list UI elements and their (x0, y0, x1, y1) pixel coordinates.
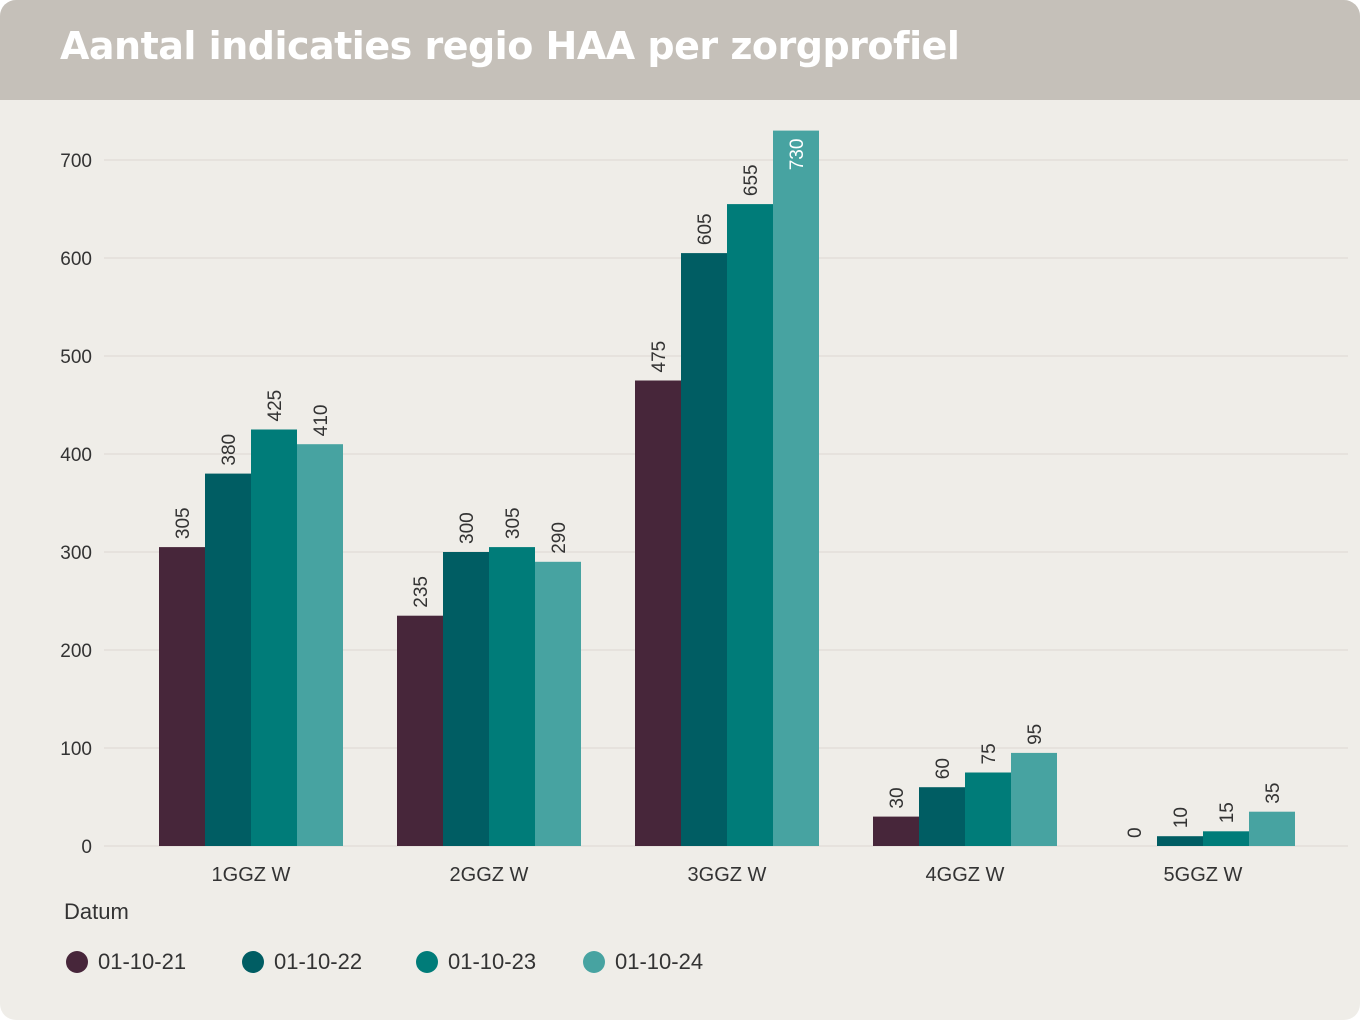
chart-header: Aantal indicaties regio HAA per zorgprof… (0, 0, 1360, 100)
legend-item: 01-10-24 (583, 948, 703, 976)
data-label: 730 (787, 139, 808, 171)
y-tick-label: 200 (60, 641, 92, 662)
data-label: 605 (695, 213, 716, 245)
bar (159, 547, 205, 846)
data-label: 425 (265, 390, 286, 422)
bar (1249, 811, 1295, 846)
legend-marker (416, 951, 438, 973)
data-label: 475 (649, 341, 670, 373)
data-label: 95 (1025, 724, 1046, 745)
data-label: 235 (411, 576, 432, 608)
data-label: 75 (979, 743, 1000, 764)
data-label: 290 (549, 522, 570, 554)
legend-marker (66, 951, 88, 973)
bar (489, 547, 535, 846)
legend-label: 01-10-21 (98, 949, 187, 974)
data-label: 35 (1263, 783, 1284, 804)
x-tick-label: 1GGZ W (212, 864, 291, 886)
y-tick-label: 700 (60, 151, 92, 172)
bar (443, 552, 489, 846)
legend-label: 01-10-22 (274, 949, 363, 974)
x-tick-label: 5GGZ W (1164, 864, 1243, 886)
data-label: 410 (311, 404, 332, 436)
legend-marker (583, 951, 605, 973)
y-tick-label: 300 (60, 543, 92, 564)
y-tick-label: 0 (81, 837, 92, 858)
data-label: 305 (503, 507, 524, 539)
bar (727, 204, 773, 847)
data-label: 60 (933, 758, 954, 779)
y-tick-label: 600 (60, 249, 92, 270)
bar (535, 561, 581, 846)
bar (205, 473, 251, 846)
bar (1157, 836, 1203, 846)
legend-title: Datum (64, 899, 129, 924)
data-label: 655 (741, 164, 762, 196)
legend-item: 01-10-23 (416, 948, 536, 976)
chart-title: Aantal indicaties regio HAA per zorgprof… (60, 24, 960, 68)
bar (681, 253, 727, 847)
bar (773, 130, 819, 847)
data-label: 10 (1171, 807, 1192, 828)
bar (919, 787, 965, 846)
legend-item: 01-10-22 (242, 948, 362, 976)
legend-item: 01-10-21 (66, 948, 186, 976)
bar (1011, 752, 1057, 846)
bar (397, 615, 443, 846)
legend-label: 01-10-23 (448, 949, 537, 974)
legend-label: 01-10-24 (615, 949, 704, 974)
data-label: 15 (1217, 802, 1238, 823)
data-label: 305 (173, 507, 194, 539)
bar (873, 816, 919, 846)
y-tick-label: 500 (60, 347, 92, 368)
bar (635, 380, 681, 846)
x-tick-label: 2GGZ W (450, 864, 529, 886)
x-tick-label: 4GGZ W (926, 864, 1005, 886)
bar (251, 429, 297, 846)
y-tick-label: 400 (60, 445, 92, 466)
legend-marker (242, 951, 264, 973)
data-label: 300 (457, 512, 478, 544)
bar (297, 444, 343, 846)
data-label: 30 (887, 787, 908, 808)
data-label: 0 (1125, 827, 1146, 838)
data-label: 380 (219, 434, 240, 466)
bar (1203, 831, 1249, 846)
y-tick-label: 100 (60, 739, 92, 760)
bar (965, 772, 1011, 846)
x-tick-label: 3GGZ W (688, 864, 767, 886)
